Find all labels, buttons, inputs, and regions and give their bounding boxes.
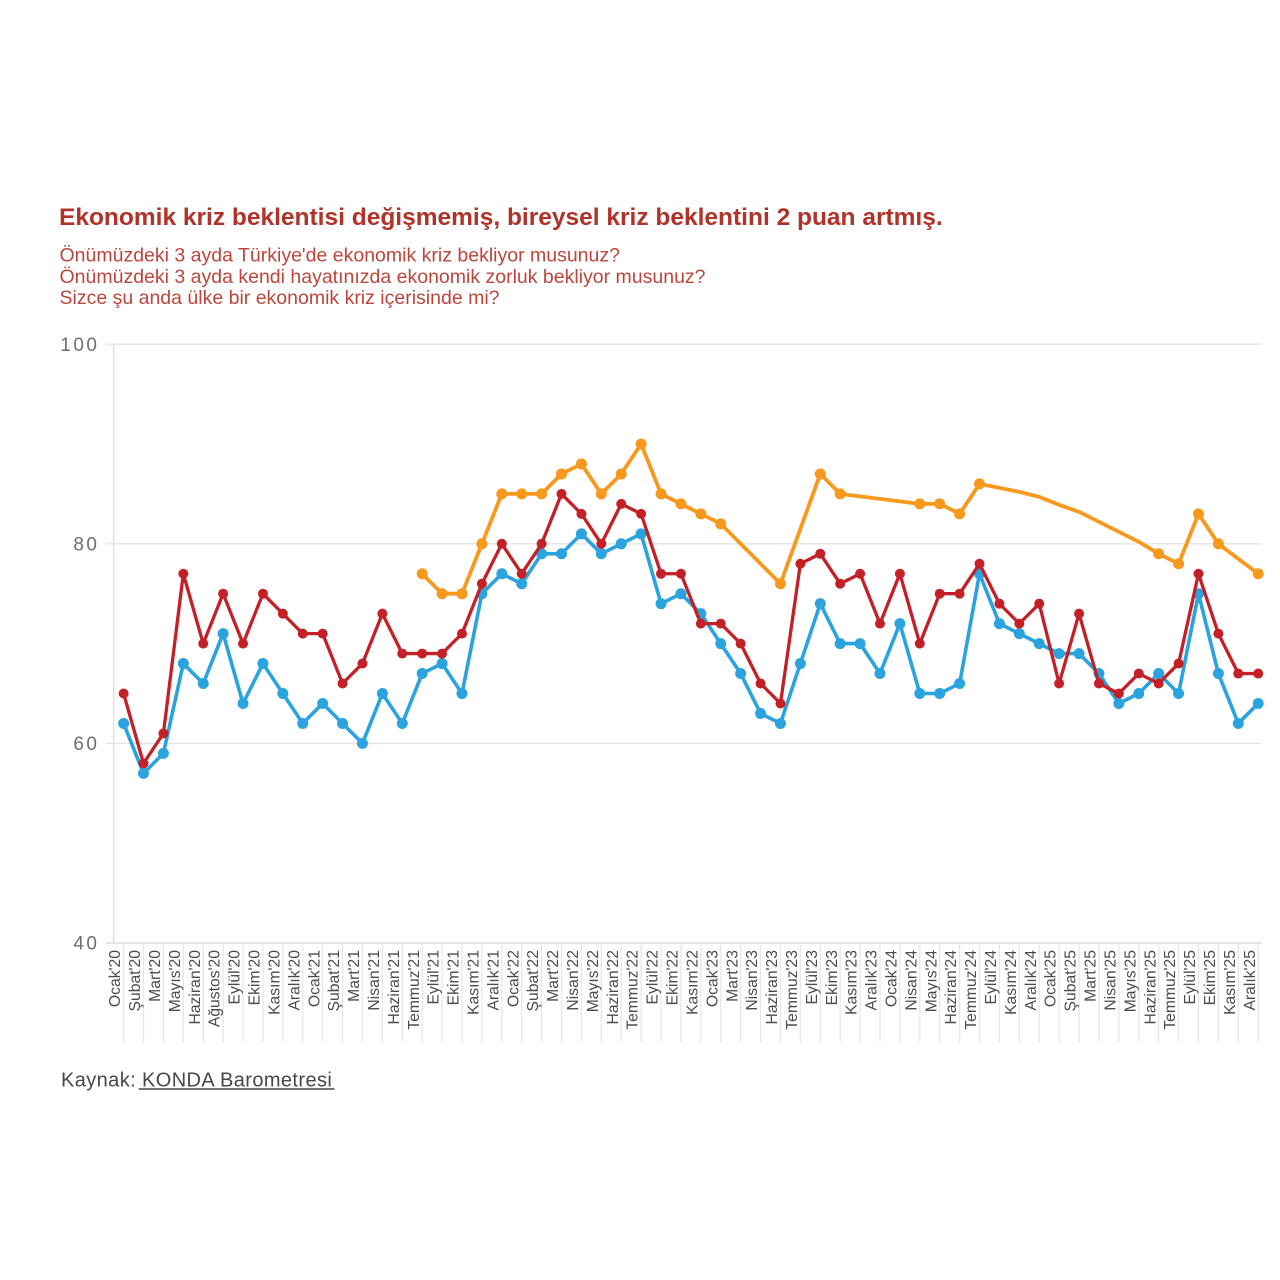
svg-text:100: 100 (60, 335, 99, 356)
svg-text:Şubat'21: Şubat'21 (326, 950, 343, 1011)
svg-text:Aralık'25: Aralık'25 (1242, 950, 1259, 1011)
svg-text:Mayıs'25: Mayıs'25 (1122, 950, 1139, 1013)
svg-text:Eylül'24: Eylül'24 (983, 950, 1000, 1005)
svg-text:Aralık'21: Aralık'21 (485, 950, 502, 1011)
svg-text:Eylül'23: Eylül'23 (804, 950, 821, 1005)
svg-text:Kasım'21: Kasım'21 (465, 950, 482, 1015)
svg-text:Eylül'20: Eylül'20 (227, 950, 244, 1005)
svg-text:Haziran'20: Haziran'20 (187, 950, 204, 1025)
svg-text:Mart'20: Mart'20 (147, 950, 164, 1002)
svg-text:Temmuz'24: Temmuz'24 (963, 950, 980, 1030)
svg-text:Mart'21: Mart'21 (346, 950, 363, 1002)
svg-text:Kasım'23: Kasım'23 (844, 950, 861, 1015)
svg-text:Temmuz'21: Temmuz'21 (406, 950, 423, 1030)
svg-text:Nisan'21: Nisan'21 (366, 950, 383, 1011)
svg-text:Haziran'21: Haziran'21 (386, 950, 403, 1025)
svg-text:Temmuz'23: Temmuz'23 (784, 950, 801, 1030)
svg-text:Haziran'24: Haziran'24 (943, 950, 960, 1025)
svg-text:80: 80 (73, 534, 99, 555)
svg-text:Kasım'24: Kasım'24 (1003, 950, 1020, 1015)
svg-text:Ekim'21: Ekim'21 (446, 950, 463, 1005)
svg-text:Ocak'20: Ocak'20 (107, 950, 124, 1007)
svg-text:Temmuz'22: Temmuz'22 (625, 950, 642, 1030)
svg-text:Ocak'22: Ocak'22 (505, 950, 522, 1007)
svg-text:Eylül'21: Eylül'21 (426, 950, 443, 1004)
svg-text:Kasım'25: Kasım'25 (1222, 950, 1239, 1015)
svg-text:Ağustos'20: Ağustos'20 (207, 950, 224, 1027)
svg-text:Sizce şu anda ülke bir ekonomi: Sizce şu anda ülke bir ekonomik kriz içe… (60, 287, 500, 309)
svg-text:60: 60 (73, 734, 99, 755)
svg-text:Aralık'20: Aralık'20 (286, 950, 303, 1011)
svg-text:Ocak'23: Ocak'23 (704, 950, 721, 1007)
svg-text:Haziran'25: Haziran'25 (1142, 950, 1159, 1025)
svg-text:Mart'25: Mart'25 (1083, 950, 1100, 1002)
svg-text:40: 40 (73, 934, 99, 955)
svg-text:Aralık'24: Aralık'24 (1023, 950, 1040, 1011)
svg-text:Eylül'25: Eylül'25 (1182, 950, 1199, 1005)
svg-text:Ekim'23: Ekim'23 (824, 950, 841, 1006)
svg-text:Mayıs'22: Mayıs'22 (585, 950, 602, 1012)
svg-text:Mart'22: Mart'22 (545, 950, 562, 1002)
svg-text:Nisan'23: Nisan'23 (744, 950, 761, 1011)
svg-text:Şubat'25: Şubat'25 (1063, 950, 1080, 1012)
svg-text:Kasım'22: Kasım'22 (684, 950, 701, 1015)
svg-text:Nisan'22: Nisan'22 (565, 950, 582, 1011)
svg-text:Aralık'23: Aralık'23 (864, 950, 881, 1011)
svg-text:Nisan'24: Nisan'24 (903, 950, 920, 1011)
svg-text:Haziran'23: Haziran'23 (764, 950, 781, 1025)
svg-text:Mart'23: Mart'23 (724, 950, 741, 1002)
svg-text:Temmuz'25: Temmuz'25 (1162, 950, 1179, 1030)
svg-text:Önümüzdeki 3 ayda Türkiye'de e: Önümüzdeki 3 ayda Türkiye'de ekonomik kr… (60, 245, 621, 267)
svg-text:Önümüzdeki 3 ayda kendi hayatı: Önümüzdeki 3 ayda kendi hayatınızda ekon… (60, 266, 706, 288)
svg-text:Şubat'22: Şubat'22 (525, 950, 542, 1011)
svg-text:Haziran'22: Haziran'22 (605, 950, 622, 1025)
svg-text:Nisan'25: Nisan'25 (1102, 950, 1119, 1011)
svg-text:Ekim'25: Ekim'25 (1202, 950, 1219, 1006)
svg-text:Kaynak: KONDA Barometresi: Kaynak: KONDA Barometresi (61, 1069, 332, 1091)
svg-text:Ekim'22: Ekim'22 (665, 950, 682, 1005)
svg-text:Mayıs'20: Mayıs'20 (167, 950, 184, 1013)
svg-text:Ekonomik kriz beklentisi değiş: Ekonomik kriz beklentisi değişmemiş, bir… (59, 204, 943, 231)
svg-text:Ekim'20: Ekim'20 (247, 950, 264, 1006)
svg-text:Şubat'20: Şubat'20 (127, 950, 144, 1012)
svg-text:Mayıs'24: Mayıs'24 (923, 950, 940, 1013)
svg-text:Ocak'25: Ocak'25 (1043, 950, 1060, 1007)
svg-text:Eylül'22: Eylül'22 (645, 950, 662, 1004)
svg-text:Ocak'24: Ocak'24 (884, 950, 901, 1007)
svg-text:Kasım'20: Kasım'20 (266, 950, 283, 1015)
svg-text:Ocak'21: Ocak'21 (306, 950, 323, 1007)
